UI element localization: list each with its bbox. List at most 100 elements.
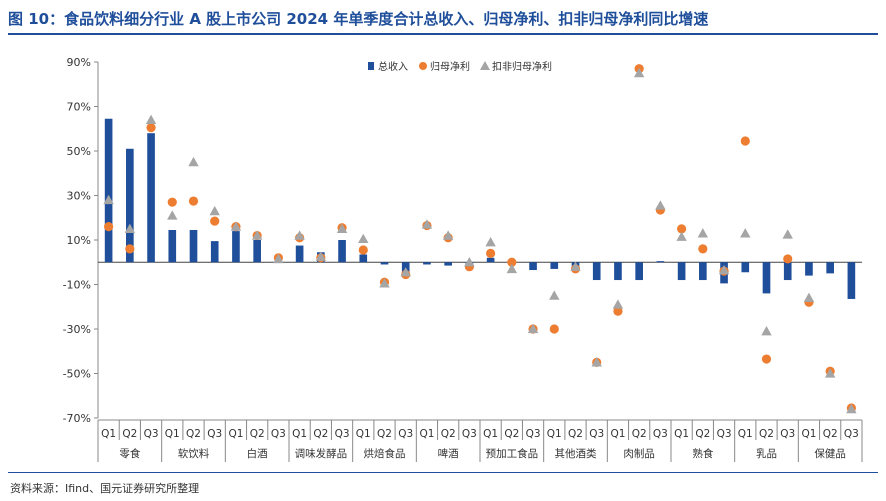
legend-bar-swatch — [368, 62, 374, 70]
net-profit-marker — [486, 248, 496, 258]
deducted-profit-marker — [294, 230, 305, 240]
footer-rule — [8, 472, 878, 473]
deducted-profit-marker — [506, 263, 518, 274]
group-label: 白酒 — [247, 447, 268, 460]
deducted-profit-marker — [527, 323, 539, 334]
revenue-bar — [253, 240, 261, 263]
revenue-bar — [380, 262, 389, 265]
group-label: 啤酒 — [438, 447, 459, 460]
net-profit-marker — [358, 245, 368, 255]
y-tick-label: 30% — [67, 190, 91, 203]
y-tick-label: 50% — [67, 145, 91, 158]
group-label: 预加工食品 — [486, 447, 539, 460]
net-profit-marker — [104, 222, 114, 232]
deducted-profit-marker — [633, 67, 645, 78]
deducted-profit-marker — [655, 200, 666, 210]
revenue-bar — [189, 229, 198, 263]
revenue-bar — [168, 229, 177, 263]
revenue-bar — [338, 240, 346, 263]
net-profit-marker — [761, 354, 772, 364]
revenue-bar — [847, 262, 856, 299]
revenue-bar — [147, 133, 155, 263]
deducted-profit-marker — [188, 156, 199, 167]
deducted-profit-marker — [167, 210, 178, 220]
quarter-label: Q3 — [780, 428, 795, 440]
quarter-label: Q1 — [483, 428, 498, 440]
revenue-bar — [444, 262, 452, 266]
deducted-profit-marker — [846, 403, 857, 414]
revenue-bar — [635, 262, 643, 281]
group-label: 烘焙食品 — [364, 447, 406, 460]
x-axis: Q1 Q2 Q3 Q1 Q2 Q3 Q1 Q2 Q3 Q1 Q2 Q3 Q1 Q2 Q3 Q1 Q2 Q3 Q1 Q2… — [97, 419, 863, 462]
deducted-profit-marker — [251, 230, 263, 240]
deducted-profit-marker — [803, 292, 815, 303]
quarter-label: Q3 — [462, 428, 477, 440]
deducted-profit-marker — [124, 223, 136, 234]
quarter-label: Q1 — [101, 428, 116, 440]
quarter-label: Q2 — [632, 428, 647, 440]
y-tick-label: 70% — [67, 101, 91, 114]
source-note: 资料来源：Ifind、国元证券研究所整理 — [10, 482, 200, 495]
quarter-label: Q2 — [823, 428, 838, 440]
quarter-label: Q3 — [589, 428, 604, 440]
deducted-profit-marker — [549, 290, 560, 300]
quarter-label: Q3 — [653, 428, 668, 440]
deducted-profit-marker — [612, 299, 624, 309]
net-profit-marker — [188, 196, 199, 206]
revenue-bar — [677, 262, 686, 281]
revenue-bar — [741, 262, 750, 273]
deducted-profit-marker — [315, 251, 327, 261]
deducted-profit-marker — [782, 229, 793, 239]
quarter-label: Q1 — [292, 428, 307, 440]
quarter-label: Q3 — [844, 428, 859, 440]
group-label: 乳品 — [756, 447, 777, 460]
revenue-bar — [805, 262, 813, 276]
revenue-bar — [423, 262, 431, 265]
deducted-profit-marker — [464, 257, 475, 267]
deducted-profit-marker — [209, 205, 220, 216]
revenue-bar — [614, 262, 622, 281]
revenue-bar — [826, 262, 834, 274]
revenue-bar — [295, 245, 304, 263]
quarter-label: Q1 — [165, 428, 180, 440]
deducted-profit-marker — [336, 223, 348, 234]
title-rule — [8, 33, 878, 35]
net-profit-marker — [125, 244, 135, 254]
net-profit-marker — [698, 244, 708, 254]
quarter-label: Q2 — [695, 428, 710, 440]
chart-legend: 总收入 归母净利 扣非归母净利 — [368, 60, 552, 73]
revenue-bar — [486, 257, 495, 263]
revenue-bar — [126, 148, 134, 263]
deducted-profit-marker — [400, 267, 411, 277]
net-profit-marker — [740, 136, 750, 146]
growth-chart: 90%70%50%30%10%-10%-30%-50%-70% Q1 Q2 Q3 Q1… — [63, 56, 863, 462]
quarter-label: Q3 — [144, 428, 159, 440]
net-profit-marker — [677, 224, 687, 234]
quarter-label: Q2 — [186, 428, 201, 440]
legend-triangle-swatch — [480, 61, 490, 70]
quarter-label: Q3 — [207, 428, 222, 440]
quarter-label: Q1 — [547, 428, 562, 440]
quarter-label: Q2 — [122, 428, 137, 440]
deducted-profit-marker — [230, 221, 242, 231]
legend-label: 总收入 — [378, 60, 408, 73]
quarter-label: Q2 — [568, 428, 583, 440]
quarter-label: Q2 — [250, 428, 265, 440]
quarter-label: Q1 — [356, 428, 371, 440]
quarter-label: Q3 — [398, 428, 413, 440]
revenue-bar — [550, 262, 559, 269]
deducted-profit-marker — [591, 357, 602, 367]
deducted-profit-marker — [718, 264, 730, 275]
y-tick-label: 10% — [67, 234, 91, 247]
y-tick-label: 90% — [67, 56, 91, 69]
revenue-bars — [104, 118, 856, 299]
deducted-profit-marker — [273, 253, 284, 264]
group-label: 软饮料 — [178, 447, 210, 460]
revenue-bar — [762, 262, 771, 294]
group-label: 其他酒类 — [555, 447, 597, 460]
net-profit-marker — [507, 257, 517, 267]
deducted-profit-marker — [676, 231, 687, 241]
deducted-profit-marker — [145, 114, 157, 125]
y-axis: 90% 70% 50% 30% 10% -10% -30% -50% -70% — [63, 56, 862, 425]
quarter-label: Q2 — [377, 428, 392, 440]
